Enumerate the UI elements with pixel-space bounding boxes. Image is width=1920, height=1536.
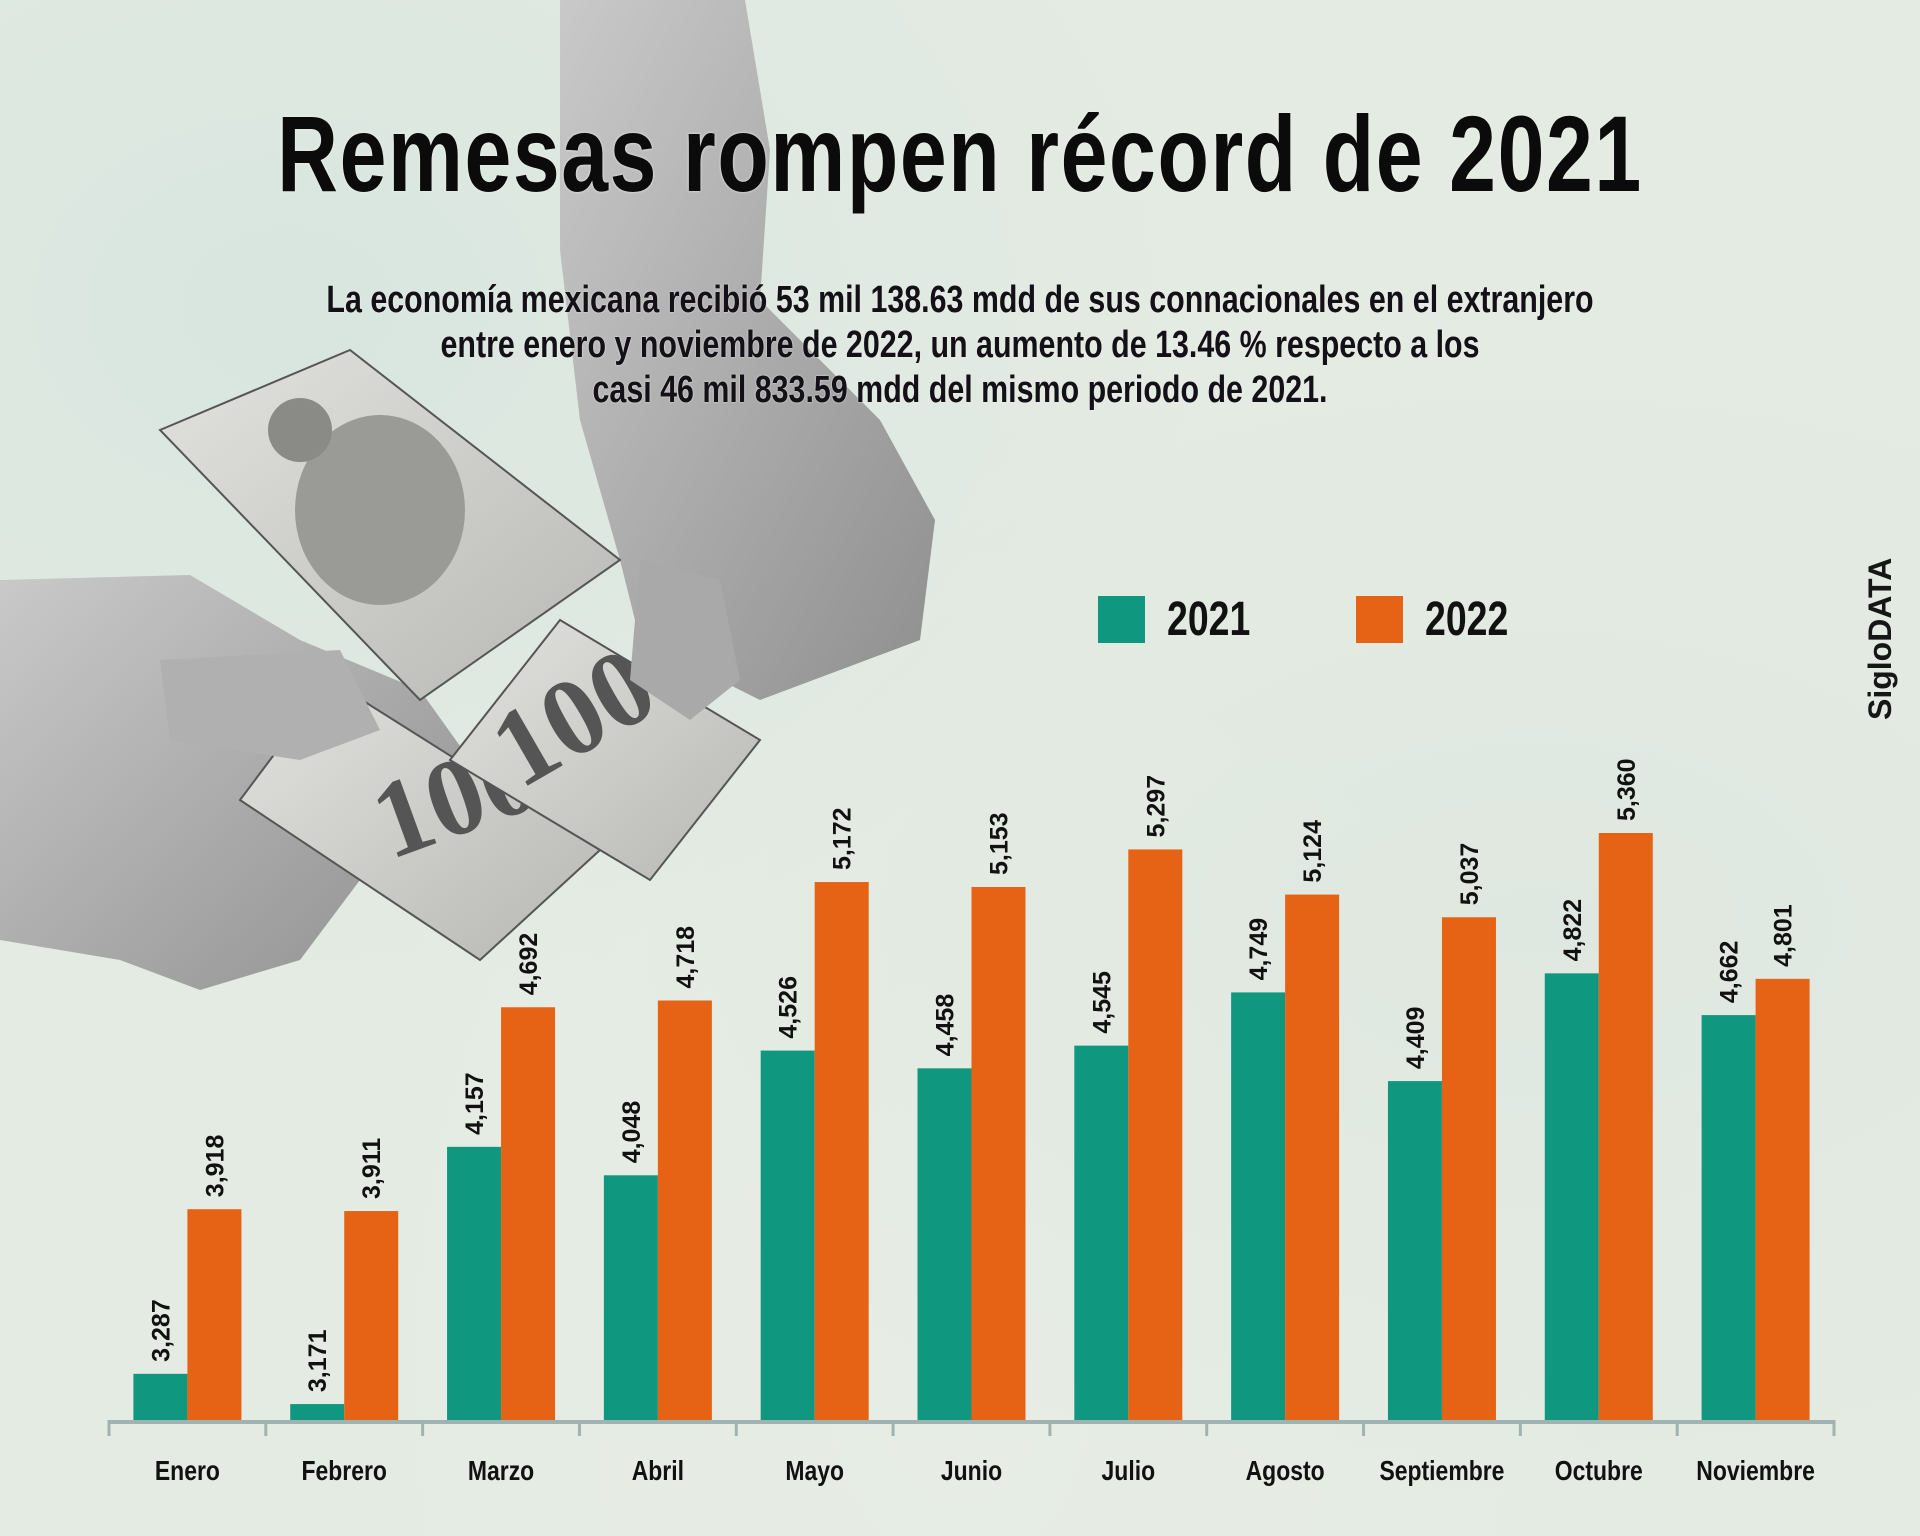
bar-2021-octubre [1544,973,1599,1420]
x-tick-label-marzo: Marzo [468,1456,534,1487]
x-tick-label-noviembre: Noviembre [1696,1456,1815,1487]
legend-label-2021: 2021 [1167,593,1251,646]
subtitle-line: entre enero y noviembre de 2022, un aume… [440,324,1480,366]
legend-item-2021: 2021 [1098,592,1274,647]
bar-2021-noviembre [1701,1015,1756,1420]
bar-label-2022-enero: 3,918 [201,1135,229,1198]
bar-label-2021-febrero: 3,171 [304,1329,332,1392]
x-tick-label-julio: Julio [1102,1456,1156,1487]
bar-2022-enero [187,1209,242,1420]
bar-2021-septiembre [1387,1081,1442,1420]
legend-label-2022: 2022 [1424,593,1509,646]
bar-2021-marzo [447,1146,502,1420]
bar-label-2021-mayo: 4,526 [775,976,803,1039]
x-tick-label-agosto: Agosto [1246,1456,1325,1487]
x-tick-label-febrero: Febrero [301,1456,386,1487]
bar-2021-mayo [760,1050,815,1420]
x-tick-label-junio: Junio [941,1456,1002,1487]
bar-label-2021-noviembre: 4,662 [1716,941,1744,1004]
bar-label-2022-septiembre: 5,037 [1456,843,1484,906]
bar-label-2022-octubre: 5,360 [1613,758,1641,821]
bar-label-2022-noviembre: 4,801 [1770,904,1798,967]
bar-label-2022-febrero: 3,911 [358,1138,386,1199]
subtitle-line: La economía mexicana recibió 53 mil 138.… [326,279,1594,321]
bar-label-2022-junio: 5,153 [986,812,1014,875]
bar-2022-julio [1128,849,1183,1420]
chart-title: Remesas rompen récord de 2021 [277,93,1643,214]
bar-label-2021-julio: 4,545 [1088,971,1116,1034]
x-tick-label-abril: Abril [632,1456,684,1487]
bar-2022-junio [971,887,1026,1420]
bar-label-2021-enero: 3,287 [147,1299,175,1362]
bar-label-2021-agosto: 4,749 [1245,918,1273,981]
bar-label-2022-mayo: 5,172 [829,807,857,870]
x-tick-label-mayo: Mayo [785,1456,844,1487]
bar-2021-junio [917,1068,972,1420]
bar-2022-octubre [1598,833,1653,1420]
bar-2021-julio [1074,1045,1129,1420]
bar-label-2021-septiembre: 4,409 [1402,1007,1430,1070]
bar-label-2021-abril: 4,048 [618,1101,646,1164]
bar-label-2021-junio: 4,458 [932,994,960,1057]
bar-2022-noviembre [1755,978,1810,1420]
bar-label-2022-agosto: 5,124 [1299,820,1327,883]
subtitle-line: casi 46 mil 833.59 mdd del mismo periodo… [592,369,1328,411]
bar-label-2021-marzo: 4,157 [461,1072,489,1135]
bar-2022-septiembre [1441,917,1496,1420]
bar-2021-abril [603,1175,658,1420]
bar-2022-marzo [501,1007,556,1420]
x-tick-label-enero: Enero [155,1456,220,1487]
bar-2022-agosto [1285,894,1340,1420]
x-tick-label-septiembre: Septiembre [1379,1456,1504,1487]
legend-item-2022: 2022 [1355,592,1532,647]
legend: 2021 2022 [1098,592,1614,647]
chart-subtitle: La economía mexicana recibió 53 mil 138.… [192,278,1728,413]
bar-2021-agosto [1231,992,1286,1420]
x-tick-label-octubre: Octubre [1555,1456,1643,1487]
bar-label-2022-julio: 5,297 [1142,775,1170,838]
bar-2022-abril [657,1000,712,1420]
bar-label-2021-octubre: 4,822 [1559,899,1587,962]
bar-2022-febrero [344,1211,399,1420]
bar-label-2022-abril: 4,718 [672,926,700,989]
bar-2022-mayo [814,882,869,1420]
legend-swatch-2022 [1355,596,1403,643]
bar-label-2022-marzo: 4,692 [515,933,543,996]
legend-swatch-2021 [1098,596,1145,643]
bar-2021-febrero [290,1404,345,1420]
bar-2021-enero [133,1373,188,1420]
